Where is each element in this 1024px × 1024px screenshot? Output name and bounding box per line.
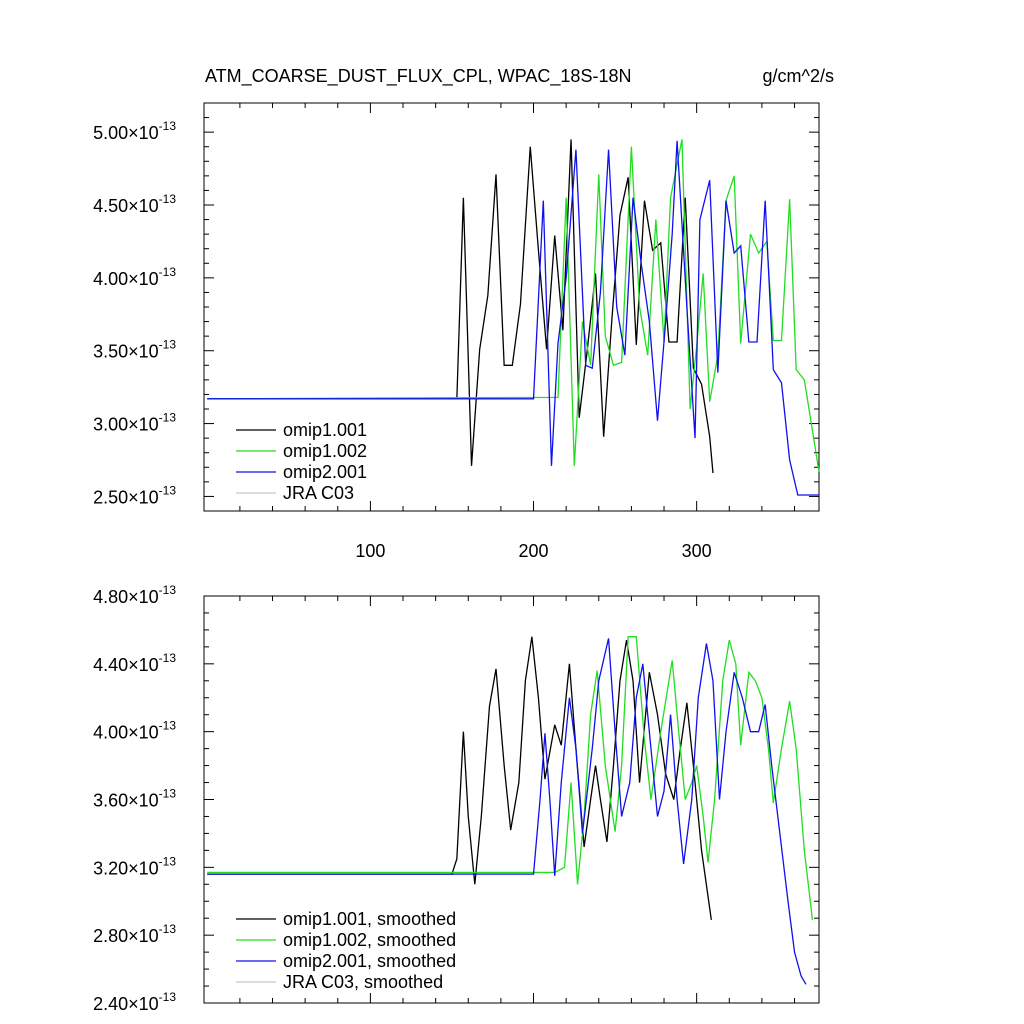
series-line <box>207 139 714 474</box>
series-line <box>207 636 814 920</box>
y-tick-mantissa: 3.50×10 <box>93 342 159 362</box>
y-tick-label: 3.20×10-13 <box>93 854 176 878</box>
y-tick-mantissa: 4.00×10 <box>93 269 159 289</box>
legend-label: omip1.001 <box>283 420 367 440</box>
series-line <box>207 140 819 496</box>
legend-label: omip2.001 <box>283 462 367 482</box>
y-tick-label: 4.50×10-13 <box>93 192 176 216</box>
y-tick-mantissa: 3.60×10 <box>93 791 159 811</box>
y-tick-label: 4.80×10-13 <box>93 583 176 607</box>
y-tick-mantissa: 4.50×10 <box>93 196 159 216</box>
y-tick-exponent: -13 <box>159 265 177 279</box>
legend-label: JRA C03, smoothed <box>283 972 443 992</box>
series-line <box>207 638 807 985</box>
y-tick-mantissa: 4.00×10 <box>93 723 159 743</box>
y-tick-label: 4.00×10-13 <box>93 265 176 289</box>
x-tick-label: 100 <box>355 541 385 561</box>
y-tick-mantissa: 4.80×10 <box>93 587 159 607</box>
y-tick-exponent: -13 <box>159 119 177 133</box>
chart-title: ATM_COARSE_DUST_FLUX_CPL, WPAC_18S-18N <box>205 66 631 87</box>
y-tick-label: 4.00×10-13 <box>93 719 176 743</box>
legend-label: omip1.002 <box>283 441 367 461</box>
y-tick-mantissa: 2.50×10 <box>93 487 159 507</box>
legend-label: omip2.001, smoothed <box>283 951 456 971</box>
y-tick-exponent: -13 <box>159 483 177 497</box>
y-tick-label: 4.40×10-13 <box>93 651 176 675</box>
y-tick-exponent: -13 <box>159 411 177 425</box>
y-tick-exponent: -13 <box>159 192 177 206</box>
x-tick-label: 300 <box>682 541 712 561</box>
series-line <box>207 636 712 920</box>
legend-label: omip1.002, smoothed <box>283 930 456 950</box>
units-label: g/cm^2/s <box>763 66 834 86</box>
y-tick-label: 3.60×10-13 <box>93 787 176 811</box>
y-tick-mantissa: 3.00×10 <box>93 415 159 435</box>
y-tick-mantissa: 5.00×10 <box>93 123 159 143</box>
y-tick-exponent: -13 <box>159 990 177 1004</box>
y-tick-exponent: -13 <box>159 338 177 352</box>
y-tick-mantissa: 2.80×10 <box>93 926 159 946</box>
y-tick-label: 2.40×10-13 <box>93 990 176 1014</box>
legend-label: omip1.001, smoothed <box>283 909 456 929</box>
y-tick-exponent: -13 <box>159 651 177 665</box>
y-tick-label: 5.00×10-13 <box>93 119 176 143</box>
y-tick-exponent: -13 <box>159 787 177 801</box>
x-tick-label: 200 <box>518 541 548 561</box>
y-tick-label: 3.00×10-13 <box>93 411 176 435</box>
y-tick-label: 2.80×10-13 <box>93 922 176 946</box>
legend-label: JRA C03 <box>283 483 354 503</box>
y-tick-exponent: -13 <box>159 922 177 936</box>
y-tick-exponent: -13 <box>159 854 177 868</box>
y-tick-mantissa: 3.20×10 <box>93 858 159 878</box>
y-tick-exponent: -13 <box>159 583 177 597</box>
y-tick-mantissa: 2.40×10 <box>93 994 159 1014</box>
y-tick-mantissa: 4.40×10 <box>93 655 159 675</box>
y-tick-label: 3.50×10-13 <box>93 338 176 362</box>
y-tick-exponent: -13 <box>159 719 177 733</box>
y-tick-label: 2.50×10-13 <box>93 483 176 507</box>
